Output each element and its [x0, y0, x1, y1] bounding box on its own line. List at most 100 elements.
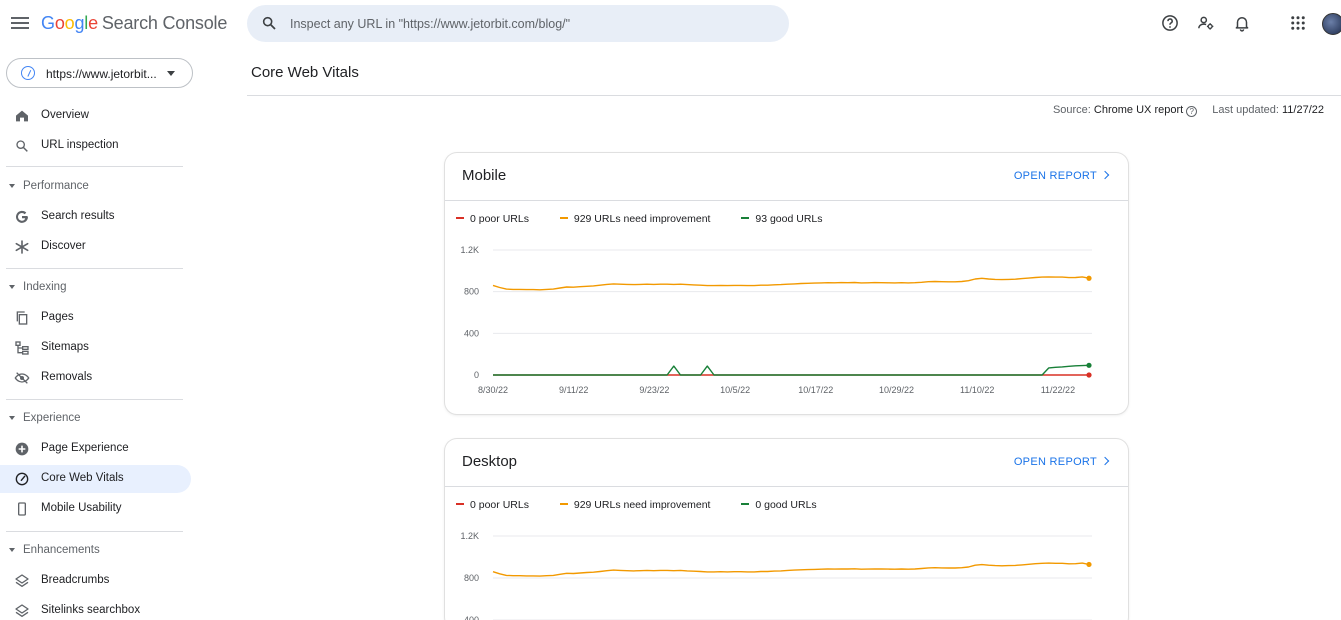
nav-section-enhancements[interactable]: Enhancements [0, 541, 191, 561]
nav-label: Discover [41, 240, 86, 252]
nav-label: Search results [41, 210, 115, 222]
legend-item-needs-improvement[interactable]: 929 URLs need improvement [559, 499, 710, 511]
product-name: Search Console [101, 13, 228, 33]
section-label: Experience [23, 412, 81, 424]
source-value: Chrome UX report [1093, 104, 1184, 116]
nav-item-core-web-vitals[interactable]: Core Web Vitals [0, 465, 191, 493]
help-icon[interactable] [1161, 14, 1179, 32]
eye-off-icon [14, 372, 30, 384]
url-inspect-searchbox[interactable] [247, 5, 789, 42]
legend-label: 0 good URLs [755, 499, 817, 511]
property-selector[interactable]: https://www.jetorbit... [6, 58, 193, 88]
logo-letter: g [74, 13, 85, 33]
legend-swatch [559, 503, 568, 505]
section-label: Indexing [23, 281, 67, 293]
series-endpoint-poor [1086, 372, 1092, 378]
legend-label: 0 poor URLs [470, 499, 529, 511]
layers-icon [15, 604, 29, 617]
nav-label: Overview [41, 109, 89, 121]
open-report-button[interactable]: OPEN REPORT [1013, 456, 1110, 468]
legend-swatch [741, 217, 750, 219]
source-label: Source: [1052, 104, 1091, 116]
nav-item-removals[interactable]: Removals [0, 364, 191, 392]
x-tick-label: 10/17/22 [798, 385, 833, 395]
x-tick-label: 11/22/22 [1041, 385, 1075, 395]
nav-section-experience[interactable]: Experience [0, 409, 191, 429]
card-divider [445, 200, 1128, 201]
legend-item-good[interactable]: 93 good URLs [741, 213, 823, 225]
search-console-logo[interactable]: Google Search Console [41, 13, 227, 34]
nav-section-indexing[interactable]: Indexing [0, 278, 191, 298]
account-avatar[interactable] [1322, 13, 1341, 35]
legend-item-poor[interactable]: 0 poor URLs [456, 499, 529, 511]
nav-item-pages[interactable]: Pages [0, 304, 191, 332]
legend-label: 929 URLs need improvement [573, 213, 711, 225]
phone-icon [18, 502, 26, 516]
chevron-right-icon [1100, 456, 1110, 466]
y-tick-label: 0 [474, 370, 479, 380]
nav-label: Breadcrumbs [41, 574, 110, 586]
legend-item-good[interactable]: 0 good URLs [741, 499, 817, 511]
nav-item-search-results[interactable]: Search results [0, 203, 191, 231]
collapse-arrow-icon [9, 285, 15, 289]
nav-label: Sitemaps [41, 341, 89, 353]
notifications-icon[interactable] [1233, 14, 1251, 32]
series-line-need-improvement [492, 562, 1090, 577]
search-icon [262, 16, 276, 30]
legend-label: 0 poor URLs [470, 213, 529, 225]
nav-item-overview[interactable]: Overview [0, 102, 191, 130]
x-tick-label: 9/11/22 [559, 385, 588, 395]
legend-item-needs-improvement[interactable]: 929 URLs need improvement [559, 213, 711, 225]
legend-label: 93 good URLs [755, 213, 823, 225]
apps-grid-icon[interactable] [1289, 14, 1307, 32]
legend-swatch [559, 217, 568, 219]
asterisk-icon [15, 240, 29, 254]
help-icon[interactable]: ? [1186, 106, 1198, 117]
main-menu-icon[interactable] [11, 14, 29, 32]
x-tick-label: 9/23/22 [639, 385, 669, 395]
nav-item-mobile-usability[interactable]: Mobile Usability [0, 495, 191, 523]
updated-label: Last updated: [1212, 104, 1279, 116]
nav-section-performance[interactable]: Performance [0, 177, 191, 197]
nav-item-sitemaps[interactable]: Sitemaps [0, 334, 191, 362]
nav-label: Sitelinks searchbox [41, 604, 141, 616]
nav-item-url-inspection[interactable]: URL inspection [0, 132, 191, 160]
x-tick-label: 8/30/22 [478, 385, 508, 395]
chevron-down-icon [167, 71, 175, 76]
nav-item-discover[interactable]: Discover [0, 233, 191, 261]
legend-item-poor[interactable]: 0 poor URLs [456, 213, 529, 225]
sidebar-divider [6, 531, 183, 532]
plus-circle-icon [15, 442, 29, 456]
title-divider [247, 95, 1341, 96]
url-inspect-input[interactable] [290, 5, 770, 42]
nav-item-sitelinks-searchbox[interactable]: Sitelinks searchbox [0, 597, 191, 620]
open-report-button[interactable]: OPEN REPORT [1014, 170, 1110, 182]
y-tick-label: 400 [464, 328, 479, 338]
nav-label: Pages [41, 311, 74, 323]
collapse-arrow-icon [9, 416, 15, 420]
desktop-chart: 400 800 1.2K [460, 531, 1092, 620]
sitemap-icon [15, 341, 29, 355]
logo-letter: G [41, 13, 55, 33]
y-tick-label: 800 [464, 573, 479, 583]
series-line-need-improvement [492, 276, 1090, 291]
manage-users-icon[interactable] [1197, 14, 1215, 32]
card-title: Mobile [462, 167, 507, 184]
property-icon [21, 66, 35, 80]
nav-item-page-experience[interactable]: Page Experience [0, 435, 191, 463]
mobile-chart: 0 400 800 1.2K 8/30/22 9/11/22 9/23/22 10/5/22 1… [460, 245, 1092, 395]
mobile-report-card: Mobile OPEN REPORT 0 poor URLs 929 URLs … [445, 153, 1128, 414]
gauge-icon [15, 472, 29, 486]
desktop-report-card: Desktop OPEN REPORT 0 poor URLs 929 URLs… [445, 439, 1128, 620]
x-tick-label: 11/10/22 [960, 385, 994, 395]
card-title: Desktop [462, 453, 518, 470]
legend-swatch [741, 503, 750, 505]
chart-legend: 0 poor URLs 929 URLs need improvement 0 … [456, 499, 845, 511]
report-meta: Source: Chrome UX report? Last updated: … [1053, 104, 1324, 117]
nav-item-breadcrumbs[interactable]: Breadcrumbs [0, 567, 191, 595]
legend-swatch [456, 217, 464, 219]
y-tick-label: 800 [464, 287, 479, 297]
series-line-good [493, 364, 1090, 376]
x-tick-label: 10/29/22 [879, 385, 914, 395]
open-report-label: OPEN REPORT [1013, 456, 1097, 468]
